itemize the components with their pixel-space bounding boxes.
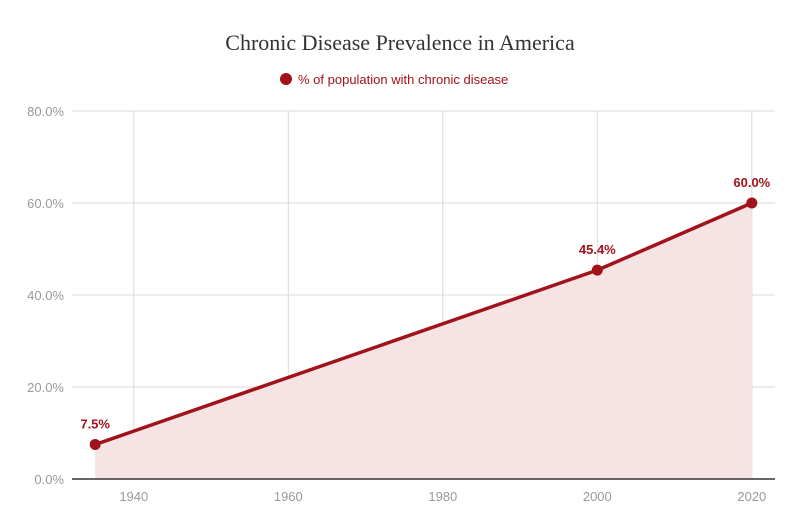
y-tick-label: 40.0% [27, 288, 64, 303]
y-tick-label: 80.0% [27, 104, 64, 119]
x-tick-label: 2000 [583, 489, 612, 504]
series-area [95, 203, 752, 479]
legend-marker [280, 73, 292, 85]
axis-ticks: 0.0% 20.0% 40.0% 60.0% 80.0% 1940 1960 1980 2000… [27, 104, 766, 504]
x-tick-label: 1960 [274, 489, 303, 504]
x-tick-label: 1980 [428, 489, 457, 504]
data-label: 45.4% [579, 242, 616, 257]
x-tick-label: 2020 [737, 489, 766, 504]
data-label: 7.5% [80, 417, 110, 432]
data-label: 60.0% [733, 175, 770, 190]
x-tick-label: 1940 [119, 489, 148, 504]
y-tick-label: 60.0% [27, 196, 64, 211]
data-point [89, 439, 101, 450]
legend-label: % of population with chronic disease [298, 72, 508, 87]
data-point [591, 264, 603, 276]
data-point [746, 197, 758, 209]
y-tick-label: 20.0% [27, 380, 64, 395]
chart-title: Chronic Disease Prevalence in America [225, 30, 575, 55]
legend: % of population with chronic disease [280, 72, 508, 87]
y-tick-label: 0.0% [34, 472, 64, 487]
series-marks: 7.5% 45.4% 60.0% [72, 175, 775, 480]
